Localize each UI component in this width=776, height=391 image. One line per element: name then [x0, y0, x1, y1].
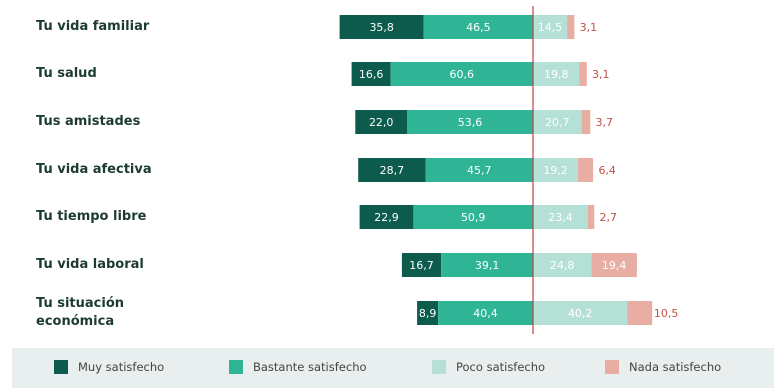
legend-item-poco-satisfecho: Poco satisfecho — [432, 360, 545, 374]
category-label-tu-tiempo-libre: Tu tiempo libre — [36, 209, 147, 224]
legend: Muy satisfecho Bastante satisfecho Poco sa… — [12, 348, 774, 388]
value-label-tu-situacion-economica-bastante-satisfecho: 40,4 — [473, 307, 498, 320]
bar-tus-amistades-poco-satisfecho — [533, 110, 582, 134]
bar-tu-salud-bastante-satisfecho — [390, 62, 533, 86]
legend-item-muy-satisfecho: Muy satisfecho — [54, 360, 164, 374]
legend-swatch — [432, 360, 446, 374]
bar-tu-vida-laboral-nada-satisfecho — [591, 253, 637, 277]
bar-tu-vida-afectiva-poco-satisfecho — [533, 158, 579, 182]
category-label-tu-vida-familiar: Tu vida familiar — [36, 19, 150, 34]
legend-label: Nada satisfecho — [629, 360, 722, 374]
bar-tu-situacion-economica-bastante-satisfecho — [438, 301, 533, 325]
legend-item-bastante-satisfecho: Bastante satisfecho — [229, 360, 367, 374]
category-label-tu-vida-laboral: Tu vida laboral — [36, 257, 144, 272]
value-label-tu-tiempo-libre-poco-satisfecho: 23,4 — [548, 211, 573, 224]
bar-tu-vida-afectiva-bastante-satisfecho — [425, 158, 533, 182]
value-label-tu-tiempo-libre-muy-satisfecho: 22,9 — [374, 211, 399, 224]
value-label-tu-vida-afectiva-nada-satisfecho: 6,4 — [598, 164, 616, 177]
bar-tu-salud-poco-satisfecho — [533, 62, 580, 86]
value-label-tu-salud-poco-satisfecho: 19,8 — [544, 68, 569, 81]
value-label-tu-vida-laboral-nada-satisfecho: 19,4 — [602, 259, 627, 272]
bar-tu-vida-laboral-bastante-satisfecho — [441, 253, 533, 277]
value-label-tu-vida-familiar-muy-satisfecho: 35,8 — [369, 21, 394, 34]
legend-swatch — [229, 360, 243, 374]
bar-tu-salud-nada-satisfecho — [579, 62, 587, 86]
bar-tu-vida-laboral-poco-satisfecho — [533, 253, 592, 277]
value-label-tu-vida-laboral-bastante-satisfecho: 39,1 — [475, 259, 500, 272]
legend-swatch — [54, 360, 68, 374]
bar-tus-amistades-muy-satisfecho — [355, 110, 407, 134]
value-label-tu-salud-bastante-satisfecho: 60,6 — [450, 68, 475, 81]
value-label-tus-amistades-bastante-satisfecho: 53,6 — [458, 116, 483, 129]
category-label-tus-amistades: Tus amistades — [36, 114, 141, 129]
value-label-tu-salud-muy-satisfecho: 16,6 — [359, 68, 384, 81]
value-label-tu-situacion-economica-muy-satisfecho: 8,9 — [419, 307, 437, 320]
bar-tu-tiempo-libre-bastante-satisfecho — [413, 205, 533, 229]
value-label-tu-situacion-economica-nada-satisfecho: 10,5 — [654, 307, 679, 320]
bar-tus-amistades-nada-satisfecho — [581, 110, 591, 134]
legend-label: Bastante satisfecho — [253, 360, 367, 374]
value-label-tu-salud-nada-satisfecho: 3,1 — [592, 68, 610, 81]
bar-tu-vida-familiar-muy-satisfecho — [339, 15, 424, 39]
bar-tu-vida-familiar-poco-satisfecho — [533, 15, 568, 39]
bar-tu-situacion-economica-poco-satisfecho — [533, 301, 628, 325]
value-label-tu-vida-familiar-bastante-satisfecho: 46,5 — [466, 21, 491, 34]
value-label-tu-vida-laboral-poco-satisfecho: 24,8 — [550, 259, 575, 272]
value-label-tu-vida-afectiva-poco-satisfecho: 19,2 — [543, 164, 568, 177]
value-label-tu-vida-afectiva-bastante-satisfecho: 45,7 — [467, 164, 492, 177]
category-label-tu-salud: Tu salud — [36, 66, 97, 81]
legend-label: Muy satisfecho — [78, 360, 165, 374]
value-label-tus-amistades-muy-satisfecho: 22,0 — [369, 116, 394, 129]
value-label-tu-situacion-economica-poco-satisfecho: 40,2 — [568, 307, 593, 320]
bar-tu-tiempo-libre-muy-satisfecho — [359, 205, 414, 229]
bar-tu-situacion-economica-muy-satisfecho — [417, 301, 438, 325]
category-label-tu-vida-afectiva: Tu vida afectiva — [36, 162, 152, 177]
bar-tu-vida-laboral-muy-satisfecho — [401, 253, 442, 277]
bar-tu-tiempo-libre-nada-satisfecho — [588, 205, 595, 229]
bar-tu-situacion-economica-nada-satisfecho — [627, 301, 653, 325]
value-label-tus-amistades-nada-satisfecho: 3,7 — [596, 116, 614, 129]
bar-tus-amistades-bastante-satisfecho — [407, 110, 533, 134]
category-label-tu-situacion-economica: Tu situación económica — [36, 296, 125, 329]
legend-item-nada-satisfecho: Nada satisfecho — [605, 360, 721, 374]
value-label-tu-vida-familiar-poco-satisfecho: 14,5 — [538, 21, 563, 34]
value-label-tu-vida-laboral-muy-satisfecho: 16,7 — [409, 259, 434, 272]
bar-tu-vida-afectiva-muy-satisfecho — [358, 158, 426, 182]
legend-swatch — [605, 360, 619, 374]
value-label-tus-amistades-poco-satisfecho: 20,7 — [545, 116, 570, 129]
legend-label: Poco satisfecho — [456, 360, 546, 374]
value-label-tu-tiempo-libre-nada-satisfecho: 2,7 — [600, 211, 618, 224]
bar-tu-vida-familiar-bastante-satisfecho — [423, 15, 533, 39]
bar-tu-tiempo-libre-poco-satisfecho — [533, 205, 588, 229]
value-label-tu-vida-familiar-nada-satisfecho: 3,1 — [580, 21, 598, 34]
bar-tu-vida-afectiva-nada-satisfecho — [578, 158, 594, 182]
value-label-tu-vida-afectiva-muy-satisfecho: 28,7 — [380, 164, 405, 177]
bar-tu-vida-familiar-nada-satisfecho — [567, 15, 575, 39]
bar-tu-salud-muy-satisfecho — [351, 62, 391, 86]
value-label-tu-tiempo-libre-bastante-satisfecho: 50,9 — [461, 211, 486, 224]
